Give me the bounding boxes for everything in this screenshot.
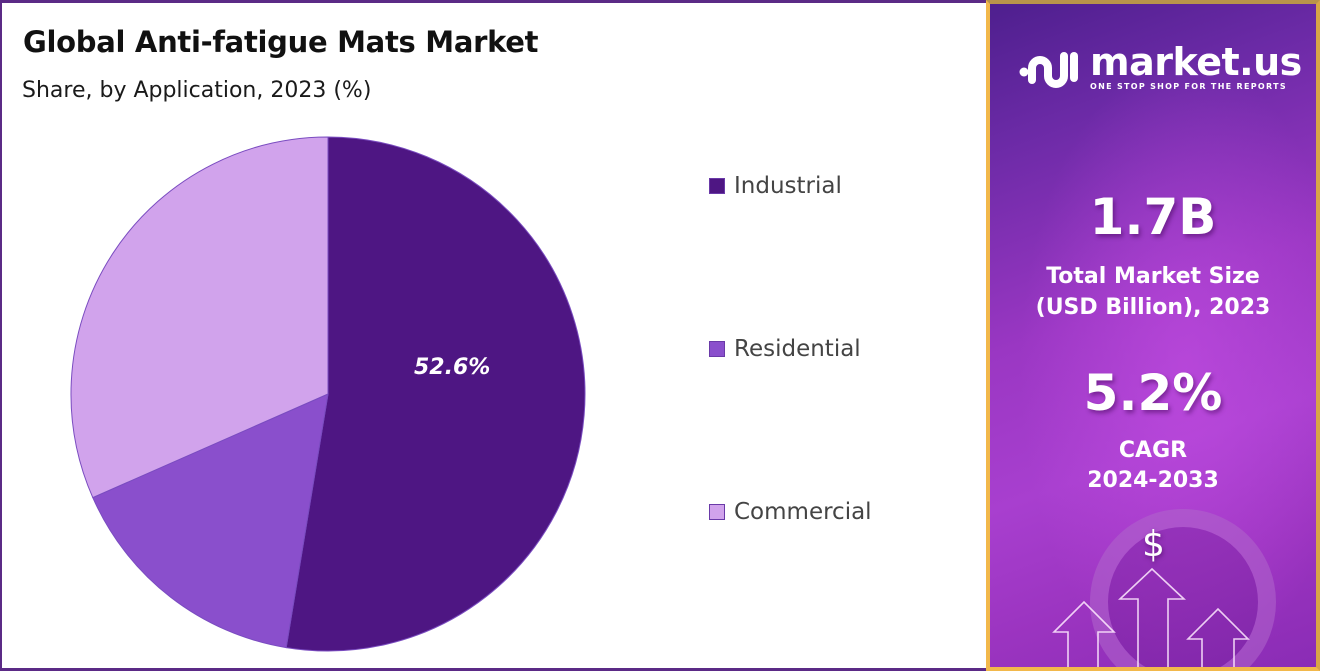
cagr-value: 5.2% <box>1083 364 1223 422</box>
brand-tagline: ONE STOP SHOP FOR THE REPORTS <box>1090 82 1287 91</box>
legend-item-industrial: Industrial <box>709 173 842 199</box>
pie-slice-industrial <box>285 136 586 652</box>
cagr-label-line2: 2024-2033 <box>1087 468 1219 493</box>
chart-panel: Global Anti-fatigue Mats Market Share, b… <box>0 0 986 671</box>
market-size-value: 1.7B <box>1089 188 1217 246</box>
legend-item-commercial: Commercial <box>709 499 872 525</box>
legend-label: Commercial <box>734 499 872 525</box>
pie-slice-commercial <box>70 136 329 499</box>
pie-slice-residential <box>92 393 329 649</box>
pie-slice-label-industrial: 52.6% <box>414 355 491 380</box>
brand-logo: market.us ONE STOP SHOP FOR THE REPORTS <box>1018 40 1302 91</box>
growth-arrows-icon <box>1052 567 1250 667</box>
legend-label: Residential <box>734 336 861 362</box>
chart-subtitle: Share, by Application, 2023 (%) <box>22 78 372 103</box>
market-us-logo-icon <box>1019 51 1078 88</box>
brand-name: market.us <box>1090 40 1302 84</box>
pie-chart <box>70 136 586 652</box>
legend-label: Industrial <box>734 173 842 199</box>
market-size-label-line2: (USD Billion), 2023 <box>1035 295 1271 320</box>
dollar-icon: $ <box>1142 524 1165 565</box>
chart-title: Global Anti-fatigue Mats Market <box>23 25 539 59</box>
legend-swatch-industrial <box>709 178 725 194</box>
market-size-label-line1: Total Market Size <box>1046 264 1260 289</box>
cagr-label-line1: CAGR <box>1118 438 1188 463</box>
summary-sidebar: market.us ONE STOP SHOP FOR THE REPORTS … <box>986 0 1320 671</box>
legend-item-residential: Residential <box>709 336 861 362</box>
legend-swatch-residential <box>709 341 725 357</box>
legend-swatch-commercial <box>709 504 725 520</box>
